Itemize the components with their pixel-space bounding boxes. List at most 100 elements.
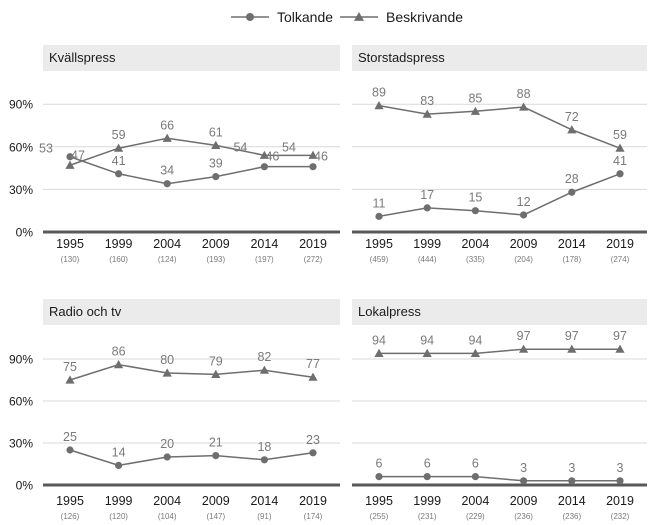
data-label: 46 — [265, 150, 279, 164]
data-label: 14 — [112, 445, 126, 459]
data-point-circle — [260, 163, 268, 171]
data-point-triangle — [567, 344, 577, 353]
data-label: 80 — [160, 353, 174, 367]
x-tick-sample-size: (236) — [562, 512, 581, 521]
data-point-triangle — [114, 143, 124, 152]
x-tick-sample-size: (120) — [109, 512, 128, 521]
data-point-circle — [309, 449, 317, 457]
data-label: 46 — [314, 150, 328, 164]
data-point-circle — [616, 477, 624, 485]
x-tick-label: 2009 — [510, 494, 538, 508]
panel-title: Kvällspress — [49, 50, 116, 65]
x-tick-label: 2019 — [606, 237, 634, 251]
data-label: 39 — [209, 157, 223, 171]
data-point-triangle — [422, 348, 432, 357]
legend-item: Tolkande — [231, 9, 333, 25]
data-label: 59 — [112, 128, 126, 142]
x-tick-label: 2009 — [510, 237, 538, 251]
data-point-triangle — [470, 348, 480, 357]
data-label: 12 — [517, 195, 531, 209]
x-tick-label: 1995 — [365, 237, 393, 251]
legend-label: Beskrivande — [386, 9, 463, 25]
x-tick-label: 2014 — [558, 237, 586, 251]
x-tick-sample-size: (229) — [466, 512, 485, 521]
x-tick-sample-size: (174) — [304, 512, 323, 521]
data-point-circle — [471, 207, 479, 215]
x-tick-sample-size: (147) — [206, 512, 225, 521]
data-point-circle — [568, 188, 576, 196]
data-point-circle — [212, 173, 220, 181]
series-tolkande — [66, 153, 317, 188]
x-tick-sample-size: (272) — [304, 255, 323, 264]
panel-strip — [352, 299, 647, 325]
x-tick-sample-size: (104) — [158, 512, 177, 521]
data-point-triangle — [211, 140, 221, 149]
data-point-circle — [212, 452, 220, 460]
y-tick-label: 90% — [9, 98, 33, 112]
data-point-circle — [520, 211, 528, 219]
x-tick-label: 1999 — [105, 237, 133, 251]
x-tick-label: 2019 — [606, 494, 634, 508]
panel-title: Storstadspress — [358, 50, 445, 65]
data-label: 3 — [520, 461, 527, 475]
data-label: 23 — [306, 433, 320, 447]
y-tick-label: 0% — [16, 226, 34, 240]
data-label: 6 — [376, 457, 383, 471]
data-point-circle — [66, 446, 74, 454]
data-point-triangle — [211, 369, 221, 378]
data-label: 34 — [160, 164, 174, 178]
data-point-triangle — [615, 143, 625, 152]
data-point-triangle — [519, 102, 529, 111]
data-point-triangle — [519, 344, 529, 353]
series-line — [379, 475, 620, 482]
data-label: 20 — [160, 437, 174, 451]
data-label: 94 — [420, 333, 434, 347]
data-label: 94 — [468, 333, 482, 347]
data-label: 25 — [63, 430, 77, 444]
data-label: 47 — [71, 148, 85, 162]
data-label: 6 — [472, 457, 479, 471]
data-label: 54 — [282, 140, 296, 154]
x-tick-label: 2004 — [461, 237, 489, 251]
data-label: 97 — [517, 329, 531, 343]
x-tick-sample-size: (274) — [611, 255, 630, 264]
x-tick-sample-size: (124) — [158, 255, 177, 264]
data-label: 75 — [63, 360, 77, 374]
data-label: 61 — [209, 125, 223, 139]
data-point-circle — [375, 473, 383, 481]
series-beskrivande — [65, 360, 318, 384]
data-point-triangle — [65, 375, 75, 384]
legend-item: Beskrivande — [340, 9, 463, 25]
data-point-triangle — [567, 125, 577, 134]
data-label: 85 — [468, 91, 482, 105]
chart-panel: Lokalpress 1995 (255) 1999 (231) 2004 (229) 200… — [352, 299, 647, 521]
x-tick-label: 2004 — [153, 237, 181, 251]
x-tick-sample-size: (126) — [61, 512, 80, 521]
data-label: 41 — [613, 154, 627, 168]
x-tick-sample-size: (459) — [370, 255, 389, 264]
x-tick-sample-size: (444) — [418, 255, 437, 264]
series-line — [69, 449, 314, 467]
x-tick-sample-size: (335) — [466, 255, 485, 264]
data-label: 18 — [257, 440, 271, 454]
data-point-circle — [616, 170, 624, 178]
data-label: 97 — [613, 329, 627, 343]
x-tick-label: 2014 — [250, 494, 278, 508]
data-point-triangle — [470, 106, 480, 115]
y-tick-label: 0% — [16, 479, 34, 493]
data-point-circle — [309, 163, 317, 171]
data-point-circle — [66, 153, 74, 161]
x-tick-label: 2009 — [202, 237, 230, 251]
data-point-circle — [115, 461, 123, 469]
x-tick-label: 2019 — [299, 237, 327, 251]
data-label: 88 — [517, 87, 531, 101]
x-tick-sample-size: (197) — [255, 255, 274, 264]
data-label: 21 — [209, 436, 223, 450]
x-tick-label: 1995 — [56, 237, 84, 251]
chart-panel: Storstadspress 1995 (459) 1999 (444) 2004 (335… — [352, 45, 647, 264]
series-beskrivande — [374, 344, 625, 357]
panel-strip — [43, 299, 340, 325]
data-label: 17 — [420, 188, 434, 202]
legend-label: Tolkande — [277, 9, 333, 25]
x-tick-sample-size: (193) — [206, 255, 225, 264]
